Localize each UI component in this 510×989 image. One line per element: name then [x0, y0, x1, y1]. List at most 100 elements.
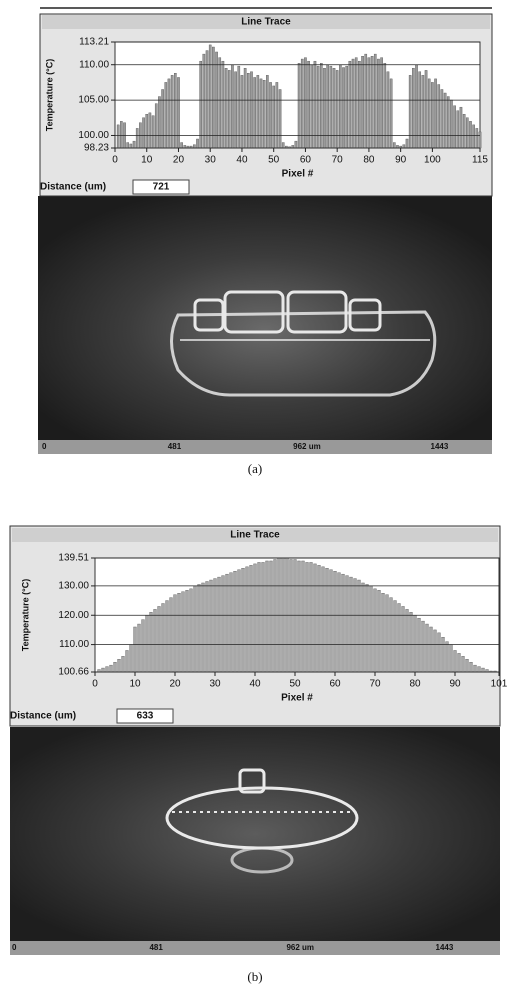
bar	[247, 73, 249, 148]
scale-bar	[10, 941, 500, 955]
bar	[434, 79, 436, 148]
bar	[279, 89, 281, 148]
y-tick-label: 120.00	[58, 610, 89, 621]
bar	[426, 624, 429, 672]
bar	[355, 58, 357, 148]
bar	[430, 627, 433, 672]
bar	[168, 79, 170, 148]
bar	[444, 93, 446, 148]
bar	[182, 592, 185, 672]
bar	[466, 118, 468, 148]
bar	[130, 144, 132, 148]
bar	[219, 58, 221, 148]
bar	[276, 82, 278, 148]
bar	[250, 72, 252, 148]
bar	[202, 583, 205, 672]
bar	[419, 72, 421, 148]
bar	[318, 565, 321, 672]
y-tick-label: 110.00	[79, 59, 109, 70]
bar	[362, 583, 365, 672]
bar	[479, 132, 481, 148]
bar	[441, 89, 443, 148]
bar	[414, 615, 417, 672]
scale-label: 0	[12, 943, 17, 952]
bar	[130, 645, 133, 672]
bar	[274, 559, 277, 672]
caption: (b)	[247, 969, 262, 984]
bar	[336, 70, 338, 148]
bar	[126, 650, 129, 672]
bar	[462, 656, 465, 672]
bar	[434, 630, 437, 672]
bar	[403, 145, 405, 148]
bar	[102, 668, 105, 672]
scale-label: 962 um	[293, 442, 321, 451]
bar	[242, 568, 245, 672]
y-tick-label: 130.00	[58, 581, 89, 592]
bar	[241, 75, 243, 148]
y-axis-label: Temperature (°C)	[44, 59, 54, 131]
bar	[206, 51, 208, 148]
scale-label: 0	[42, 442, 47, 451]
bar	[447, 97, 449, 148]
bar	[170, 598, 173, 672]
bar	[425, 70, 427, 148]
bar	[352, 59, 354, 148]
x-axis-label: Pixel #	[281, 693, 313, 704]
bar	[377, 59, 379, 148]
x-tick-label: 0	[112, 155, 118, 166]
bar	[206, 582, 209, 672]
bar	[476, 128, 478, 148]
bar	[428, 79, 430, 148]
y-tick-label: 105.00	[78, 95, 109, 106]
bar	[394, 601, 397, 672]
bar	[474, 665, 477, 672]
bar	[262, 562, 265, 672]
bar	[460, 107, 462, 148]
bar	[314, 564, 317, 672]
bar	[162, 604, 165, 672]
bar	[165, 82, 167, 148]
bar	[346, 576, 349, 672]
bar	[203, 54, 205, 148]
x-tick-label: 10	[129, 679, 141, 690]
bar	[120, 121, 122, 148]
bar	[453, 106, 455, 148]
bar	[366, 584, 369, 672]
bar	[374, 54, 376, 148]
bar	[152, 116, 154, 148]
y-tick-label: 98.23	[84, 143, 109, 154]
bar	[469, 121, 471, 148]
bar	[358, 580, 361, 672]
bar	[412, 68, 414, 148]
bar	[222, 576, 225, 672]
bar	[398, 604, 401, 672]
bar	[393, 143, 395, 148]
bar	[269, 82, 271, 148]
bar	[282, 143, 284, 148]
bar	[258, 562, 261, 672]
bar	[194, 586, 197, 672]
caption: (a)	[248, 461, 262, 476]
bar	[186, 590, 189, 672]
bar	[122, 656, 125, 672]
bar	[349, 61, 351, 148]
bar	[358, 61, 360, 148]
bar	[190, 589, 193, 672]
scale-label: 1443	[436, 943, 454, 952]
bar	[234, 571, 237, 672]
bar	[463, 114, 465, 148]
bar	[134, 627, 137, 672]
bar	[354, 579, 357, 672]
bar	[266, 75, 268, 148]
bar	[273, 86, 275, 148]
x-tick-label: 60	[329, 679, 341, 690]
bar	[374, 589, 377, 672]
y-tick-label: 100.66	[58, 667, 89, 678]
bar	[386, 595, 389, 672]
bar	[323, 68, 325, 148]
bar	[382, 593, 385, 672]
bar	[301, 59, 303, 148]
bar	[314, 61, 316, 148]
bar	[209, 45, 211, 148]
